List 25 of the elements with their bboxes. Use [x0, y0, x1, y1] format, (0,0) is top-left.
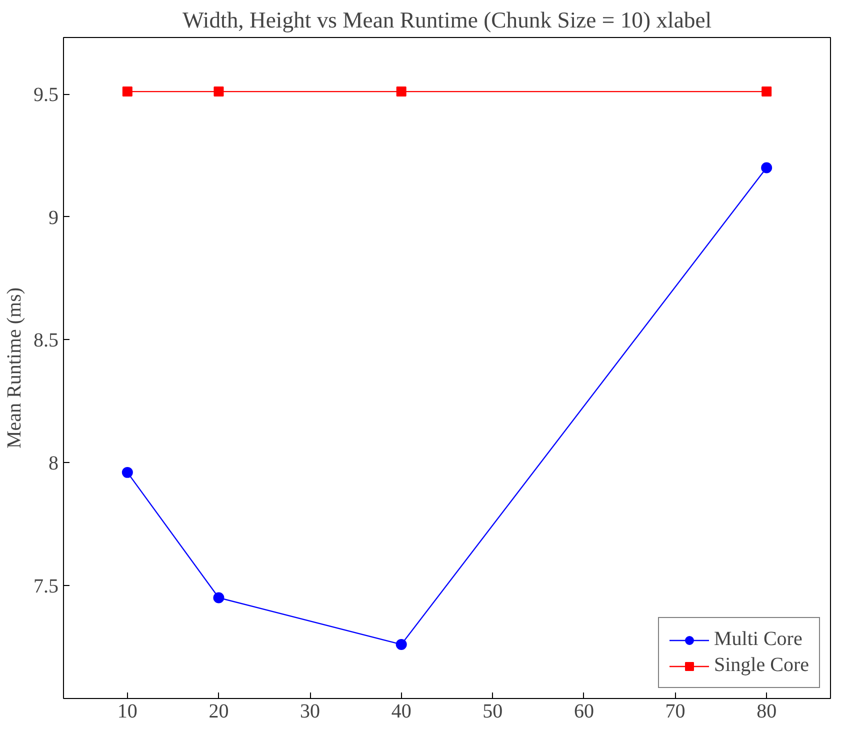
y-tick-label: 7.5 [34, 575, 58, 598]
x-tick-label: 40 [391, 700, 412, 722]
y-tick-label: 9.5 [34, 84, 58, 106]
y-tick-label: 8 [48, 452, 58, 475]
x-tick-label: 50 [482, 700, 503, 722]
x-tick-label: 70 [665, 700, 686, 722]
x-tick-label: 80 [756, 700, 777, 722]
point [122, 466, 133, 478]
chart-title: Width, Height vs Mean Runtime (Chunk Size = 10) xlabel [182, 8, 712, 32]
x-tick-label: 60 [574, 700, 594, 722]
point [214, 86, 224, 97]
x-tick-label: 10 [117, 700, 138, 722]
legend-label: Multi Core [714, 628, 802, 651]
x-tick-label: 30 [300, 700, 320, 722]
point [122, 86, 132, 97]
point [761, 162, 772, 174]
x-tick-label: 20 [208, 700, 229, 722]
point [396, 638, 407, 650]
point [213, 592, 224, 604]
y-tick-label: 8.5 [34, 330, 58, 352]
point [396, 86, 406, 97]
point [762, 86, 772, 97]
y-tick-label: 9 [48, 206, 58, 229]
legend-label: Single Core [714, 654, 809, 677]
y-axis-title: Mean Runtime (ms) [4, 287, 26, 449]
